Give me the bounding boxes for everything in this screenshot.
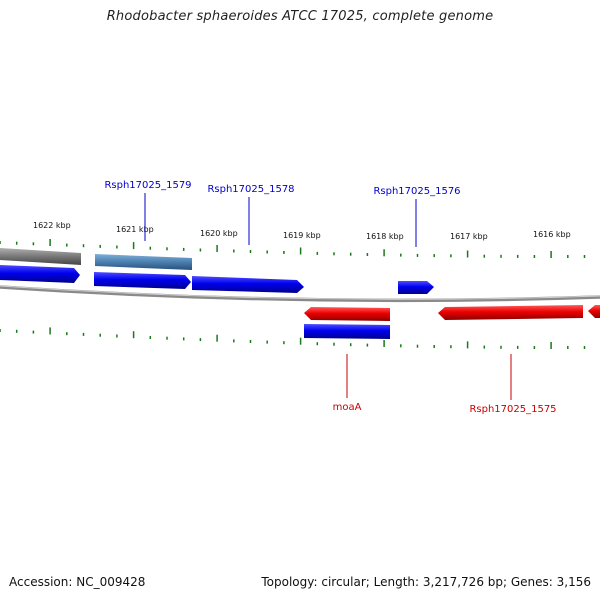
gene-bar-blue-lower[interactable] bbox=[304, 324, 390, 339]
gene-arrow-reverse-right[interactable] bbox=[588, 305, 600, 318]
kbp-label-1619: 1619 kbp bbox=[283, 231, 321, 240]
tick-marks-outer bbox=[0, 239, 586, 258]
gene-label-rsph17025-1579[interactable]: Rsph17025_1579 bbox=[104, 180, 191, 191]
kbp-label-1618: 1618 kbp bbox=[366, 232, 404, 241]
gene-bar-gray[interactable] bbox=[0, 248, 81, 265]
gene-arrow-rsph17025-1575[interactable] bbox=[438, 305, 583, 320]
kbp-label-1616: 1616 kbp bbox=[533, 230, 571, 239]
kbp-label-1621: 1621 kbp bbox=[116, 225, 154, 234]
gene-label-rsph17025-1575[interactable]: Rsph17025_1575 bbox=[469, 404, 556, 415]
gene-arrow-moaA[interactable] bbox=[304, 307, 390, 321]
accession-text: Accession: NC_009428 bbox=[9, 575, 146, 589]
kbp-label-1622: 1622 kbp bbox=[33, 221, 71, 230]
gene-arrow-rsph17025-1579[interactable] bbox=[94, 272, 191, 289]
gene-arrow-rsph17025-1578[interactable] bbox=[192, 276, 304, 293]
map-title: Rhodobacter sphaeroides ATCC 17025, comp… bbox=[106, 9, 494, 24]
gene-label-moaA[interactable]: moaA bbox=[333, 402, 362, 413]
gene-label-rsph17025-1578[interactable]: Rsph17025_1578 bbox=[207, 184, 294, 195]
kbp-label-1617: 1617 kbp bbox=[450, 232, 488, 241]
genome-backbone bbox=[0, 285, 600, 303]
tick-marks-inner bbox=[0, 327, 586, 349]
gene-bar-rsph17025-1579[interactable] bbox=[95, 254, 192, 270]
genome-backbone-highlight bbox=[0, 285, 600, 300]
gene-arrow-rsph17025-1576[interactable] bbox=[398, 281, 434, 294]
gene-arrow-forward-left[interactable] bbox=[0, 265, 80, 283]
genome-info-text: Topology: circular; Length: 3,217,726 bp… bbox=[261, 575, 591, 589]
kbp-label-1620: 1620 kbp bbox=[200, 229, 238, 238]
gene-label-rsph17025-1576[interactable]: Rsph17025_1576 bbox=[373, 186, 460, 197]
